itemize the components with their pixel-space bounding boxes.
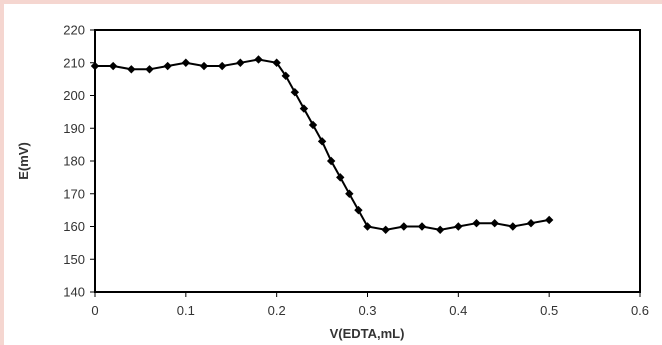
data-point — [281, 71, 290, 81]
y-tick-label: 150 — [63, 252, 85, 267]
data-point — [526, 219, 536, 228]
data-point — [490, 219, 499, 228]
y-tick-label: 140 — [63, 285, 85, 300]
x-tick-label: 0.1 — [177, 303, 195, 318]
data-point — [317, 137, 327, 146]
data-point — [299, 104, 309, 113]
y-tick-label: 210 — [63, 55, 85, 70]
data-point — [454, 222, 463, 231]
data-point — [354, 205, 363, 215]
x-tick-label: 0.2 — [268, 303, 286, 318]
data-point — [199, 61, 209, 71]
data-point — [308, 120, 318, 130]
y-axis-ticks: 140 150 160 170 180 190 200 210 220 — [63, 23, 95, 300]
data-point — [217, 61, 227, 71]
data-point — [381, 225, 390, 234]
data-point — [272, 58, 281, 67]
data-point — [181, 58, 191, 67]
data-point — [345, 189, 354, 198]
data-point — [417, 222, 427, 231]
x-axis-title: V(EDTA,mL) — [330, 326, 405, 341]
data-point — [163, 61, 172, 71]
data-point — [236, 58, 245, 67]
x-tick-label: 0.6 — [631, 303, 649, 318]
data-point — [108, 61, 118, 71]
x-tick-label: 0.4 — [449, 303, 467, 318]
y-tick-label: 220 — [63, 23, 85, 38]
y-tick-label: 170 — [63, 186, 85, 201]
data-point — [254, 55, 263, 64]
data-point — [90, 61, 100, 71]
series-markers — [90, 55, 554, 234]
data-point — [326, 156, 336, 166]
y-axis-title: E(mV) — [16, 142, 31, 180]
data-point — [145, 65, 154, 74]
data-point — [508, 222, 518, 231]
data-point — [127, 65, 136, 74]
y-tick-label: 180 — [63, 154, 85, 169]
y-tick-label: 190 — [63, 121, 85, 136]
y-tick-label: 160 — [63, 219, 85, 234]
x-tick-label: 0.3 — [358, 303, 376, 318]
data-point — [435, 225, 445, 234]
x-axis-ticks: 0 0.1 0.2 0.3 0.4 0.5 0.6 — [91, 292, 649, 318]
data-point — [363, 222, 372, 231]
y-tick-label: 200 — [63, 88, 85, 103]
plot-area — [94, 29, 641, 293]
x-tick-label: 0 — [91, 303, 98, 318]
data-point — [544, 215, 554, 225]
data-point — [290, 88, 300, 97]
data-point — [472, 219, 481, 228]
x-tick-label: 0.5 — [540, 303, 558, 318]
data-point — [336, 173, 345, 182]
data-point — [399, 222, 409, 231]
